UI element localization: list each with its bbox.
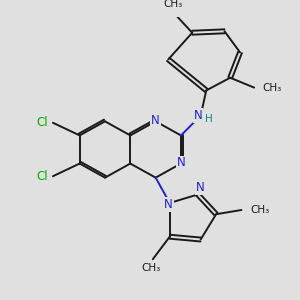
- Text: CH₃: CH₃: [250, 205, 269, 215]
- Text: Cl: Cl: [36, 116, 48, 129]
- Text: CH₃: CH₃: [262, 82, 282, 93]
- Text: N: N: [151, 114, 160, 127]
- Text: CH₃: CH₃: [163, 0, 182, 9]
- Text: N: N: [196, 181, 205, 194]
- Text: N: N: [194, 109, 202, 122]
- Text: Cl: Cl: [36, 170, 48, 183]
- Text: N: N: [164, 198, 173, 211]
- Text: N: N: [177, 157, 185, 169]
- Text: H: H: [205, 114, 212, 124]
- Text: CH₃: CH₃: [142, 263, 161, 273]
